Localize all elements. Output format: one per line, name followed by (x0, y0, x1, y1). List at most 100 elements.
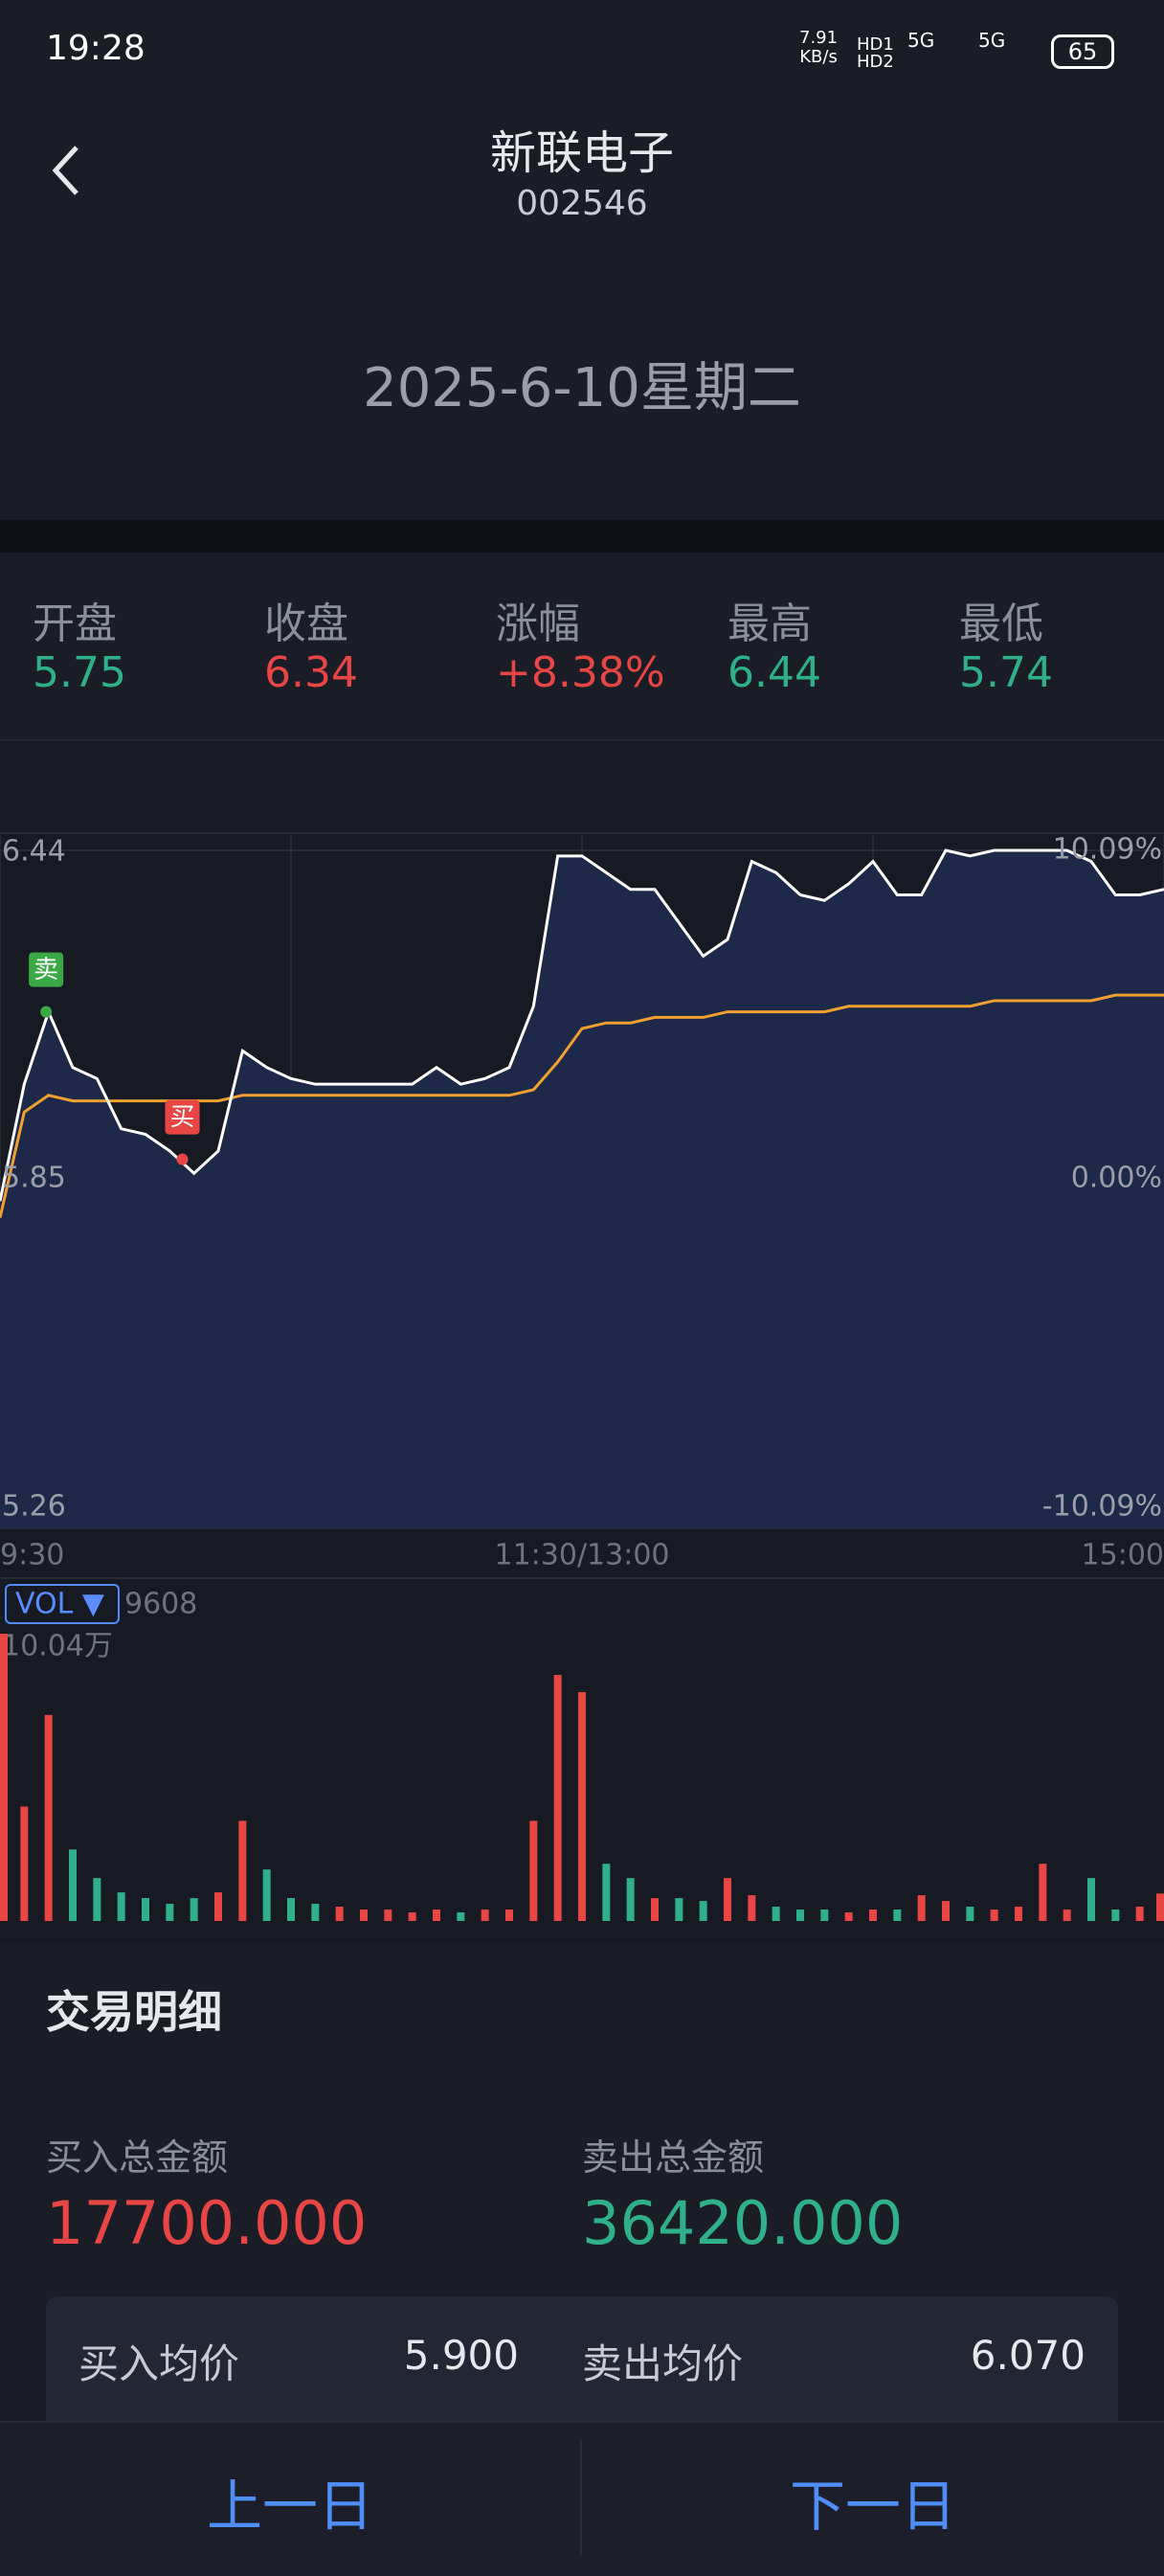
buy-total: 17700.000 (46, 2188, 368, 2258)
stat-value: 5.74 (959, 648, 1053, 697)
price-area (0, 850, 1164, 1528)
volume-bar (1087, 1878, 1095, 1921)
buy-avg: 5.900 (403, 2332, 519, 2379)
buy-avg-label: 买入均价 (78, 2340, 240, 2387)
buy-total-label: 买入总金额 (46, 2136, 229, 2179)
trade-point (176, 1153, 189, 1165)
prev-day-button[interactable]: 上一日 (206, 2474, 373, 2539)
volume-bar (820, 1909, 829, 1921)
x-tick-label: 9:30 (0, 1539, 64, 1572)
volume-bar (408, 1912, 416, 1921)
volume-bar (529, 1820, 538, 1921)
volume-bar (553, 1675, 562, 1921)
trade-point (40, 1006, 53, 1018)
sell-avg: 6.070 (970, 2332, 1086, 2379)
footer-divider (580, 2440, 582, 2555)
stat-value: +8.38% (496, 648, 665, 697)
y-tick-label: 5.26 (2, 1490, 66, 1524)
status-time: 19:28 (46, 29, 146, 68)
y2-tick-label: 0.00% (1071, 1162, 1162, 1195)
volume-bar (942, 1901, 950, 1921)
sell-total-label: 卖出总金额 (582, 2136, 765, 2179)
volume-bar (238, 1820, 247, 1921)
sell-total: 36420.000 (582, 2188, 904, 2258)
trade-flag-label: 卖 (34, 956, 58, 984)
header-bg (0, 0, 1164, 517)
next-day-button[interactable]: 下一日 (789, 2474, 956, 2539)
volume-bar (384, 1909, 392, 1921)
stat-value: 5.75 (33, 648, 126, 697)
trade-title: 交易明细 (46, 1986, 222, 2038)
volume-bar (166, 1904, 174, 1921)
volume-bar (93, 1878, 101, 1921)
back-button[interactable] (48, 144, 86, 201)
hd: HD1 HD2 (857, 34, 894, 72)
volume-bar (481, 1909, 489, 1921)
y2-tick-label: 10.09% (1053, 833, 1162, 867)
net-speed-unit: KB/s (799, 47, 838, 67)
volume-bar (966, 1907, 974, 1921)
volume-bar (505, 1909, 513, 1921)
volume-bar (1063, 1909, 1071, 1921)
net-speed-value: 7.91 (799, 28, 839, 48)
stat-label: 收盘 (264, 599, 348, 648)
volume-bar (1015, 1907, 1022, 1921)
volume-bar (311, 1904, 320, 1921)
stat-label: 最低 (959, 599, 1043, 648)
volume-bar (457, 1912, 465, 1921)
separator (0, 520, 1164, 553)
date: 2025-6-10星期二 (363, 357, 801, 419)
volume-bar (214, 1892, 222, 1921)
volume-bar (190, 1898, 198, 1921)
volume-bar (796, 1909, 804, 1921)
stat-label: 涨幅 (496, 599, 580, 648)
volume-bar (748, 1895, 756, 1921)
volume-bar (651, 1898, 659, 1921)
volume-bar (142, 1898, 149, 1921)
volume-bar (990, 1909, 998, 1921)
y-tick-label: 6.44 (2, 835, 66, 869)
latest-volume: 9608 (124, 1588, 197, 1621)
y2-tick-label: -10.09% (1042, 1490, 1162, 1524)
sell-avg-label: 卖出均价 (582, 2340, 744, 2387)
volume-bar (44, 1714, 53, 1921)
volume-bar (287, 1898, 295, 1921)
stock-code: 002546 (516, 184, 648, 223)
volume-bar (335, 1907, 344, 1921)
stat-label: 最高 (728, 599, 812, 648)
volume-bar (117, 1892, 125, 1921)
trade-flag (29, 952, 64, 987)
x-tick-label: 11:30/13:00 (494, 1539, 669, 1572)
trade-flag-label: 买 (169, 1103, 194, 1132)
volume-bar (1039, 1864, 1047, 1921)
volume-bar (699, 1901, 707, 1921)
volume-bar (1156, 1893, 1164, 1921)
net-speed: 7.91 KB/s (799, 29, 838, 67)
price-line (0, 848, 1164, 1202)
volume-bar (893, 1909, 902, 1921)
volume-bar (20, 1806, 29, 1921)
volume-bar (360, 1909, 368, 1921)
indicator: VOL ▼ (15, 1588, 104, 1621)
volume-bar (1111, 1909, 1120, 1921)
footer (0, 2421, 1164, 2576)
y-tick-label: 5.85 (2, 1162, 66, 1195)
y-tick-label: 10.04万 (2, 1630, 113, 1663)
volume-bar (869, 1909, 877, 1921)
volume-bar (772, 1907, 780, 1921)
x-tick-label: 15:00 (1082, 1539, 1164, 1572)
volume-bar (675, 1898, 683, 1921)
battery: 65 (1051, 34, 1114, 69)
chart: 6.44 5.85 5.26 10.09% 0.00% -10.09% 9:30 11:30/… (0, 832, 1164, 1921)
volume-bar (578, 1691, 586, 1921)
stock-name: 新联电子 (489, 126, 674, 180)
stats-row: 开盘 5.75 收盘 6.34 涨幅 +8.38% 最高 6.44 最低 5.74 (0, 553, 1164, 741)
indicator-box (5, 1584, 120, 1624)
volume-bar (69, 1849, 77, 1921)
stat-label: 开盘 (33, 599, 117, 648)
volume-bar (844, 1912, 853, 1921)
signal: 5G (978, 29, 1006, 52)
volume-bar (917, 1895, 926, 1921)
volume-bar (433, 1909, 440, 1921)
volume-bar (626, 1878, 635, 1921)
